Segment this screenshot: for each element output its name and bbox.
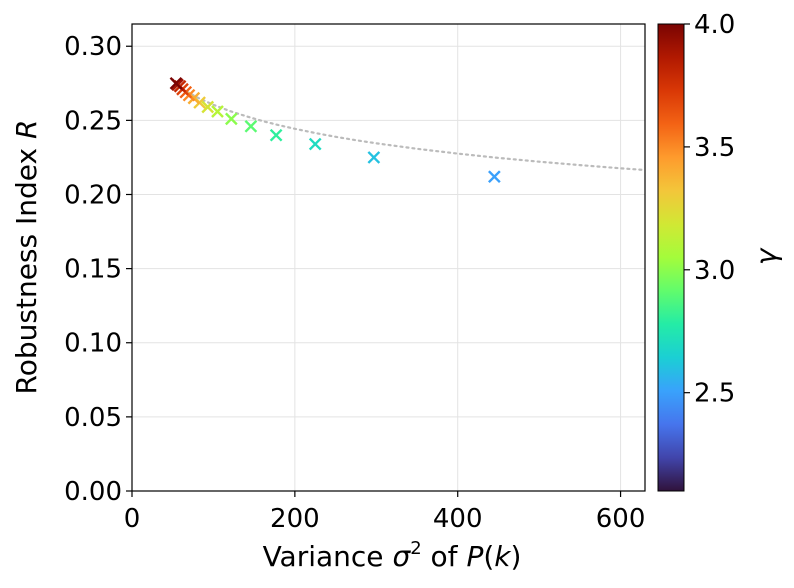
x-label-k: k: [494, 540, 512, 573]
plot-background: [132, 24, 645, 491]
x-label-part-0: Variance: [263, 540, 393, 573]
fit-curve: [171, 79, 645, 172]
colorbar-tick-label: 3.0: [694, 256, 735, 286]
y-tick-label: 0.25: [64, 106, 122, 136]
data-points-layer: [169, 76, 501, 184]
y-tick-label: 0.05: [64, 403, 122, 433]
data-point: [308, 137, 322, 151]
x-axis-ticks: 0 200 400 600: [124, 491, 646, 534]
data-point: [367, 151, 381, 164]
y-tick-label: 0.00: [64, 477, 122, 507]
x-tick-label: 400: [433, 504, 483, 534]
y-tick-label: 0.15: [64, 255, 122, 285]
colorbar-tick-label: 2.5: [694, 379, 735, 409]
y-axis-label: Robustness Index R: [10, 120, 43, 395]
x-label-sigma: σ: [392, 540, 411, 573]
data-point: [211, 105, 224, 118]
x-label-superscript: 2: [410, 538, 421, 559]
x-label-part-3: of: [422, 540, 467, 573]
plot-frame: [131, 23, 646, 492]
y-tick-label: 0.30: [64, 32, 122, 62]
x-tick-label: 600: [596, 504, 646, 534]
grid-lines: [132, 24, 645, 491]
y-tick-label: 0.20: [64, 180, 122, 210]
data-point: [201, 100, 215, 114]
data-point: [488, 170, 501, 184]
data-point: [224, 112, 238, 126]
x-label-close-paren: ): [510, 540, 521, 573]
y-label-part-0: Robustness Index: [10, 139, 43, 394]
colorbar-tick-label: 3.5: [694, 133, 735, 163]
x-axis-label: Variance σ2 of P(k): [263, 538, 522, 573]
x-tick-label: 200: [270, 504, 320, 534]
x-label-p: P: [466, 540, 483, 573]
y-label-r: R: [10, 120, 43, 139]
x-label-open-paren: (: [483, 540, 494, 573]
colorbar-tick-label: 4.0: [694, 10, 735, 40]
y-axis-ticks: 0.00 0.05 0.10 0.15 0.20 0.25 0.30: [64, 32, 132, 507]
colorbar-label: γ: [750, 247, 783, 265]
colorbar: [657, 23, 685, 492]
data-point: [169, 76, 183, 90]
fit-curve-layer: [171, 79, 645, 172]
y-tick-label: 0.10: [64, 329, 122, 359]
data-point: [269, 128, 283, 142]
colorbar-ticks: 2.5 3.0 3.5 4.0: [684, 10, 735, 409]
data-point: [244, 119, 258, 133]
x-tick-label: 0: [124, 504, 141, 534]
